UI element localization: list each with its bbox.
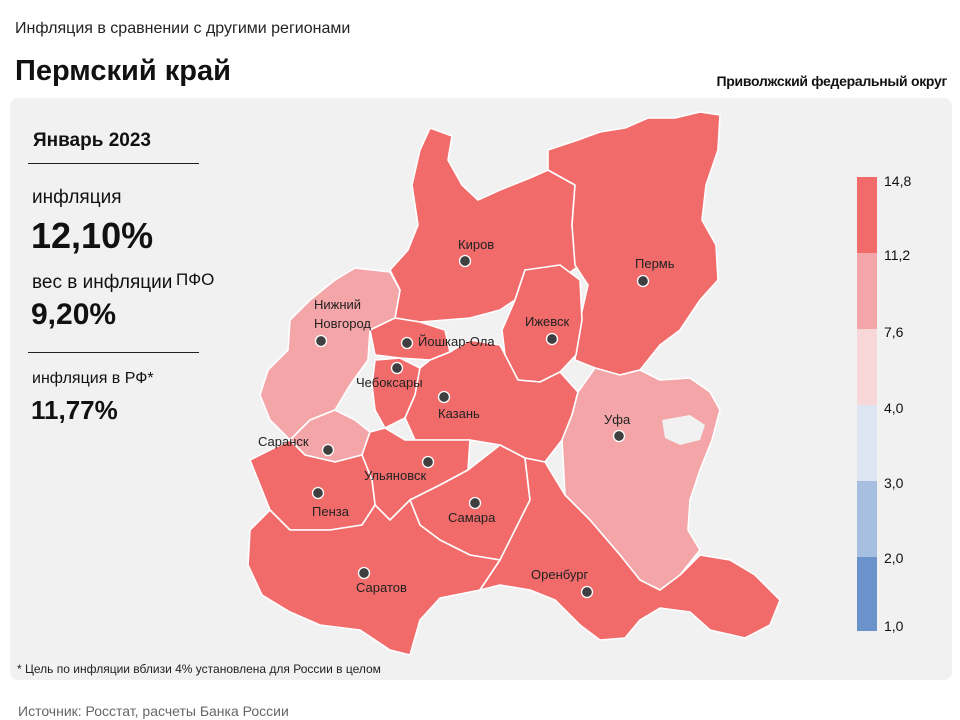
legend-tick: 14,8: [884, 173, 912, 189]
legend-tick: 3,0: [884, 475, 904, 491]
divider: [28, 352, 199, 353]
city-dot-yoshkar[interactable]: [400, 336, 414, 350]
city-label-ulyanovsk: Ульяновск: [364, 468, 426, 483]
city-label-samara: Самара: [448, 510, 496, 525]
page-title: Пермский край: [15, 55, 231, 87]
city-markers: Киров Пермь Ижевск Нижний Новгород Йошка…: [258, 237, 675, 599]
legend-swatch-4: [857, 405, 877, 481]
city-dot-orenburg[interactable]: [580, 585, 594, 599]
divider: [28, 163, 199, 164]
city-dot-ulyanovsk[interactable]: [421, 455, 435, 469]
district-label: Приволжский федеральный округ: [716, 73, 948, 89]
city-dot-kirov[interactable]: [458, 254, 472, 268]
city-dot-perm[interactable]: [636, 274, 650, 288]
legend-swatch-3: [857, 329, 877, 405]
city-label-yoshkar: Йошкар-Ола: [418, 334, 495, 349]
city-dot-cheboksary[interactable]: [390, 361, 404, 375]
footnote: * Цель по инфляции вблизи 4% установлена…: [17, 662, 381, 676]
city-dot-izhevsk[interactable]: [545, 332, 559, 346]
city-label-cheboksary: Чебоксары: [356, 375, 423, 390]
region-perm[interactable]: [547, 111, 721, 376]
city-label-perm: Пермь: [635, 256, 675, 271]
city-dot-kazan[interactable]: [437, 390, 451, 404]
city-label-nizhny-2: Новгород: [314, 316, 371, 331]
legend-tick: 4,0: [884, 400, 904, 416]
period-label: Январь 2023: [33, 130, 151, 151]
city-label-kazan: Казань: [438, 406, 480, 421]
city-dot-saransk[interactable]: [321, 443, 335, 457]
city-label-kirov: Киров: [458, 237, 494, 252]
city-dot-samara[interactable]: [468, 496, 482, 510]
page-subtitle: Инфляция в сравнении с другими регионами: [15, 20, 351, 37]
city-label-saratov: Саратов: [356, 580, 407, 595]
rf-inflation-label: инфляция в РФ*: [32, 370, 154, 387]
city-label-ufa: Уфа: [604, 412, 631, 427]
city-dot-ufa[interactable]: [612, 429, 626, 443]
legend-tick: 11,2: [884, 247, 911, 263]
city-dot-penza[interactable]: [311, 486, 325, 500]
map-inset: [662, 415, 705, 445]
city-dot-nizhny[interactable]: [314, 334, 328, 348]
city-label-izhevsk: Ижевск: [525, 314, 570, 329]
weight-pfo-label: ПФО: [176, 270, 215, 289]
rf-inflation-value: 11,77%: [31, 395, 118, 425]
legend-tick: 2,0: [884, 550, 904, 566]
inflation-value: 12,10%: [31, 215, 154, 256]
city-label-penza: Пенза: [312, 504, 350, 519]
city-label-saransk: Саранск: [258, 434, 309, 449]
source-note: Источник: Росстат, расчеты Банка России: [18, 703, 289, 719]
legend-swatch-5: [857, 481, 877, 557]
weight-label: вес в инфляции: [32, 272, 173, 293]
inflation-label: инфляция: [32, 187, 122, 208]
region-tatarstan[interactable]: [404, 339, 579, 463]
city-dot-saratov[interactable]: [357, 566, 371, 580]
legend-tick: 7,6: [884, 324, 904, 340]
city-label-orenburg: Оренбург: [531, 567, 588, 582]
city-label-nizhny-1: Нижний: [314, 297, 361, 312]
region-orenburg[interactable]: [479, 457, 781, 641]
legend-swatch-6: [857, 557, 877, 631]
weight-value: 9,20%: [31, 298, 117, 331]
legend-swatch-2: [857, 253, 877, 329]
legend-tick: 1,0: [884, 618, 904, 634]
legend-swatch-1: [857, 177, 877, 253]
